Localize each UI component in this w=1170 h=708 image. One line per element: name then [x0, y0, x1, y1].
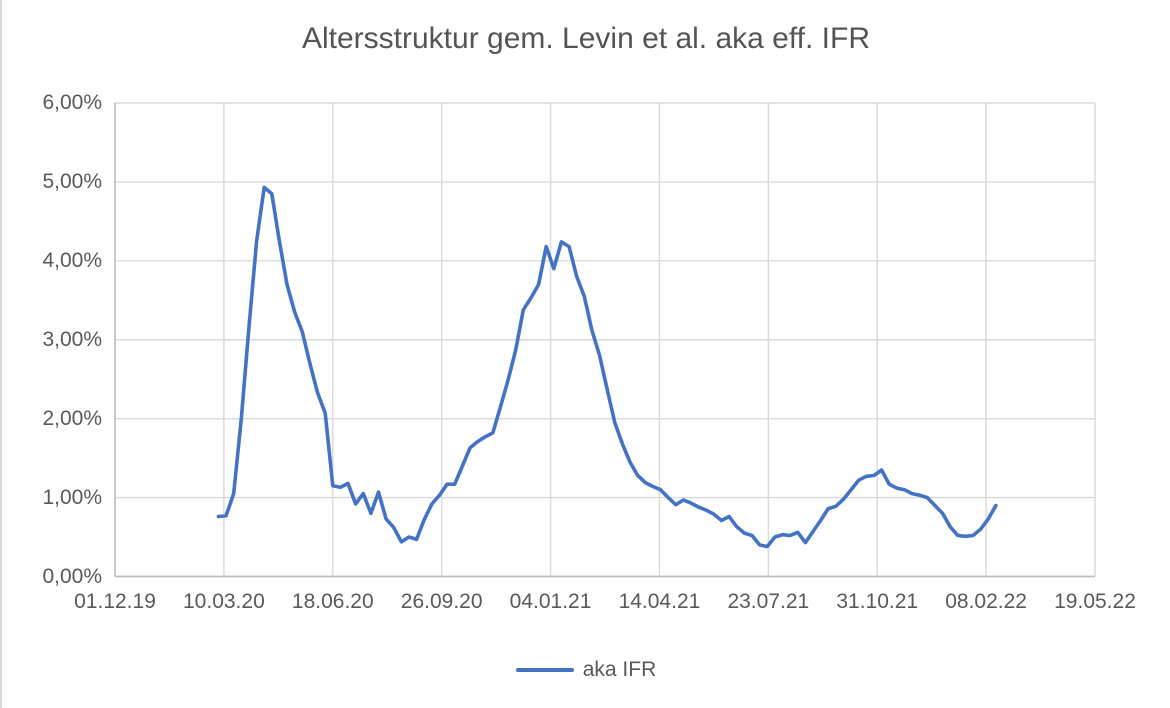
y-axis-tick-label: 3,00%	[42, 327, 102, 351]
x-axis-tick-label: 01.12.19	[74, 590, 156, 613]
y-axis-tick-label: 6,00%	[42, 91, 102, 114]
ifr-line-series	[216, 185, 998, 549]
x-axis-tick-label: 04.01.21	[509, 590, 592, 613]
legend-label: aka IFR	[582, 658, 657, 681]
y-axis-tick-label: 2,00%	[42, 406, 102, 430]
x-axis-tick-label: 18.06.20	[291, 590, 374, 613]
x-axis-tick-label: 08.02.22	[945, 590, 1027, 613]
y-axis-tick-label: 5,00%	[42, 169, 102, 193]
y-axis-tick-label: 4,00%	[42, 248, 102, 272]
legend-line-sample	[515, 668, 574, 672]
x-axis-tick-label: 14.04.21	[618, 590, 701, 613]
x-axis-tick-label: 31.10.21	[836, 590, 919, 613]
x-axis-tick-label: 10.03.20	[183, 590, 265, 613]
y-axis-tick-label: 1,00%	[42, 485, 102, 509]
y-axis-tick-label: 0,00%	[42, 564, 102, 588]
x-axis-tick-label: 19.05.22	[1054, 590, 1136, 613]
x-axis-tick-label: 26.09.20	[400, 590, 483, 613]
chart-title: Altersstruktur gem. Levin et al. aka eff…	[301, 22, 870, 55]
x-axis-tick-label: 23.07.21	[727, 590, 810, 613]
legend: aka IFR	[2, 658, 1170, 682]
